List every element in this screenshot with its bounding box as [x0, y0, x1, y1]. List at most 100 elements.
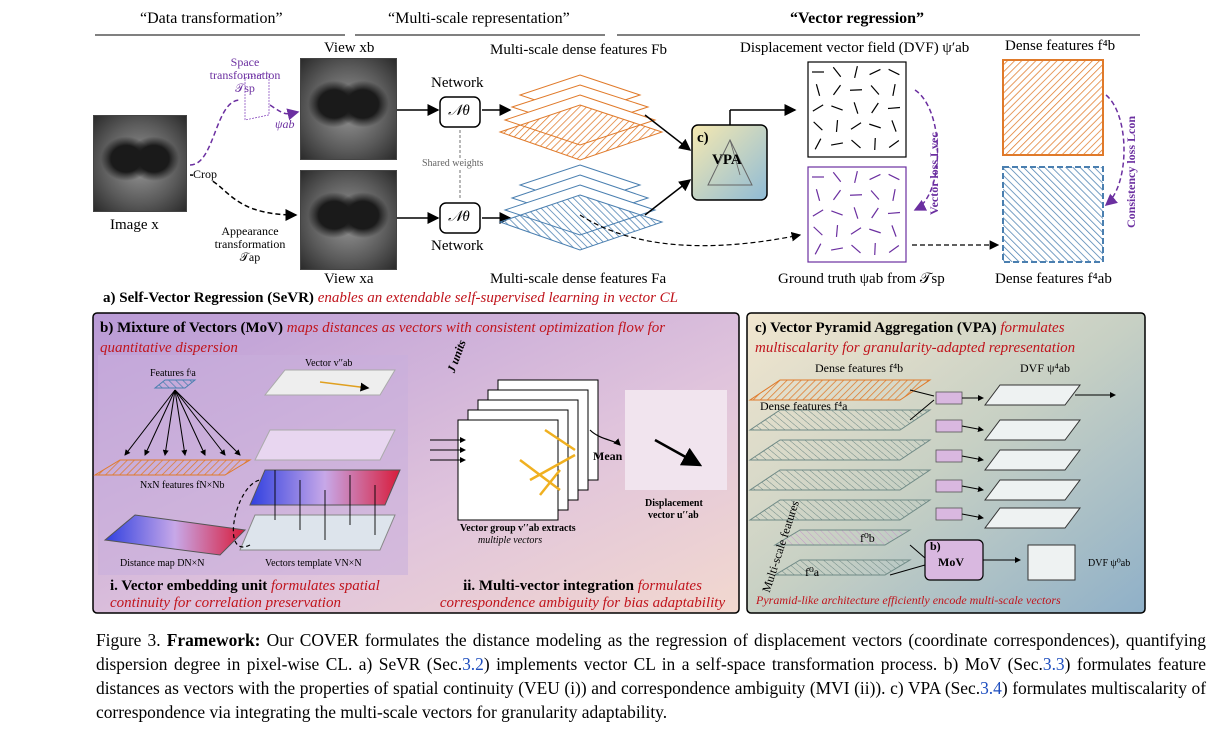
vector-group [457, 379, 599, 521]
space-transformation-label: Space transformation 𝒯sp [209, 55, 281, 96]
dvf-arrow [887, 106, 901, 110]
dvf-arrow [813, 226, 823, 236]
dvf-arrow [812, 104, 824, 112]
dvf-arrow [835, 119, 839, 133]
space-transformation-grid [244, 72, 270, 121]
features-fa-label: Features fᶦa [150, 368, 196, 379]
dvf-arrow [869, 173, 881, 181]
distance-map [103, 514, 247, 556]
network-label-top: Network [431, 75, 484, 91]
dvf-arrow [871, 102, 879, 114]
mvi-caption: ii. Multi-vector integration formulates … [439, 578, 726, 611]
figure-caption: Figure 3. Framework: Our COVER formulate… [96, 628, 1206, 724]
dvf-arrow [835, 224, 839, 238]
dvf-label: Displacement vector field (DVF) ψ′ab [740, 40, 970, 56]
dvf-arrow [814, 138, 822, 150]
feature-stack-a [498, 164, 664, 251]
displacement-panel [625, 390, 727, 490]
dvf-arrow [832, 171, 842, 183]
vector-v-label: Vector v′′ab [305, 358, 353, 369]
ms-features-a-label: Multi-scale dense features Fa [490, 271, 667, 287]
network-box-top [439, 96, 481, 128]
dvf-arrow [832, 66, 842, 78]
mean-label: Mean [593, 449, 623, 463]
vpa-dense-a-label: Dense features f⁴a [760, 399, 848, 413]
dvf-arrow [850, 227, 862, 235]
framework-figure: “Data transformation” “Multi-scale repre… [92, 10, 1146, 614]
image-x-label: Image x [110, 217, 159, 233]
network-label-bottom: Network [431, 238, 484, 254]
distance-map-label: Distance map DN×N [120, 558, 205, 569]
vpa-pyramid-left [748, 379, 932, 576]
network-box-bottom [439, 202, 481, 234]
dvf-arrow [851, 244, 861, 254]
dvf-arrow [812, 209, 824, 217]
dvf-arrow [851, 139, 861, 149]
dvf-arrow [831, 105, 843, 111]
dvf-arrow [832, 189, 842, 201]
ms-features-b-label: Multi-scale dense features Fb [490, 42, 668, 58]
caption-s4: ) formulates multiscalarity of correspon… [96, 678, 1207, 722]
caption-s1: Our COVER formulates the distance modeli… [96, 630, 1206, 674]
caption-ref-1[interactable]: 3.2 [462, 654, 484, 674]
dense-feature-ab [1002, 166, 1104, 263]
veu-caption: i. Vector embedding unit formulates spat… [110, 578, 380, 611]
caption-bold: Framework: [166, 630, 261, 650]
dvf-arrow [888, 140, 900, 148]
vpa-bottom-caption: Pyramid-like architecture efficiently en… [756, 593, 1061, 607]
dense-features-ab-label: Dense features f⁴ab [995, 271, 1112, 287]
psi-ab-label: ψab [275, 117, 295, 131]
dvf-arrow [871, 207, 879, 219]
vector-u-label: vector u′′ab [648, 510, 699, 521]
dvf-arrow [830, 142, 844, 146]
dvf-arrow [850, 122, 862, 130]
appearance-transformation-label: Appearance transformation 𝒯ap [214, 224, 286, 265]
dvf-arrow [814, 243, 822, 255]
dvf-arrow [869, 123, 881, 129]
caption-ref-3[interactable]: 3.4 [980, 678, 1002, 698]
vpa-mov-box [924, 539, 984, 581]
vector-embed-plane [249, 469, 401, 506]
feature-fan-arrows [124, 389, 241, 456]
dvf-arrow [888, 68, 900, 76]
dvf-arrow [854, 66, 858, 78]
dvf-arrow [831, 210, 843, 216]
vpa-mov-small-boxes [935, 391, 963, 521]
dvf-arrow [887, 211, 901, 215]
f0b-label: f⁰b [860, 531, 875, 545]
vector-group-label: Vector group v′′ab extracts [460, 523, 576, 534]
view-b-label: View xb [324, 40, 375, 56]
n-theta-bottom: 𝒩θ [448, 209, 470, 225]
n-theta-top: 𝒩θ [448, 103, 470, 119]
dvf-arrow [892, 83, 896, 97]
vpa-dvf4-label: DVF ψ⁴ab [1020, 361, 1071, 375]
dvf-arrow [832, 84, 842, 96]
vpa-c-label: c) [697, 130, 709, 146]
caption-ref-2[interactable]: 3.3 [1042, 654, 1065, 674]
shared-weights-label: Shared weights [422, 158, 484, 169]
dvf-arrow [888, 173, 900, 181]
image-x [93, 115, 187, 212]
sevr-caption: a) Self-Vector Regression (SeVR) enables… [103, 290, 679, 306]
dvf-arrow [870, 85, 880, 95]
dvf0-plane [1027, 544, 1076, 581]
dvf-arrow [869, 68, 881, 76]
dvf-arrow [815, 189, 821, 201]
header-multiscale: “Multi-scale representation” [388, 10, 570, 27]
vpa-title: c) Vector Pyramid Aggregation (VPA) form… [755, 320, 1076, 356]
vpa-dvf-planes [984, 384, 1081, 529]
vpa-mov-b-label: b) [930, 539, 941, 553]
vector-loss-label: Vector loss Lvec [927, 132, 941, 215]
vectors-template-plane [239, 514, 396, 551]
dvf-arrow [813, 121, 823, 131]
header-vector-regression: “Vector regression” [790, 10, 925, 27]
vpa-dvf0-label: DVF ψ⁰ab [1088, 558, 1131, 569]
vpa-dense-b-label: Dense features f⁴b [815, 361, 904, 375]
view-a-label: View xa [324, 271, 374, 287]
dvf-arrow [888, 245, 900, 253]
dvf-arrow [891, 225, 897, 237]
crop-label: Crop [193, 167, 217, 182]
view-a-image [300, 170, 397, 270]
dvf-arrow [891, 120, 897, 132]
nxn-features-label: NxN features fN×Nb [140, 480, 225, 491]
